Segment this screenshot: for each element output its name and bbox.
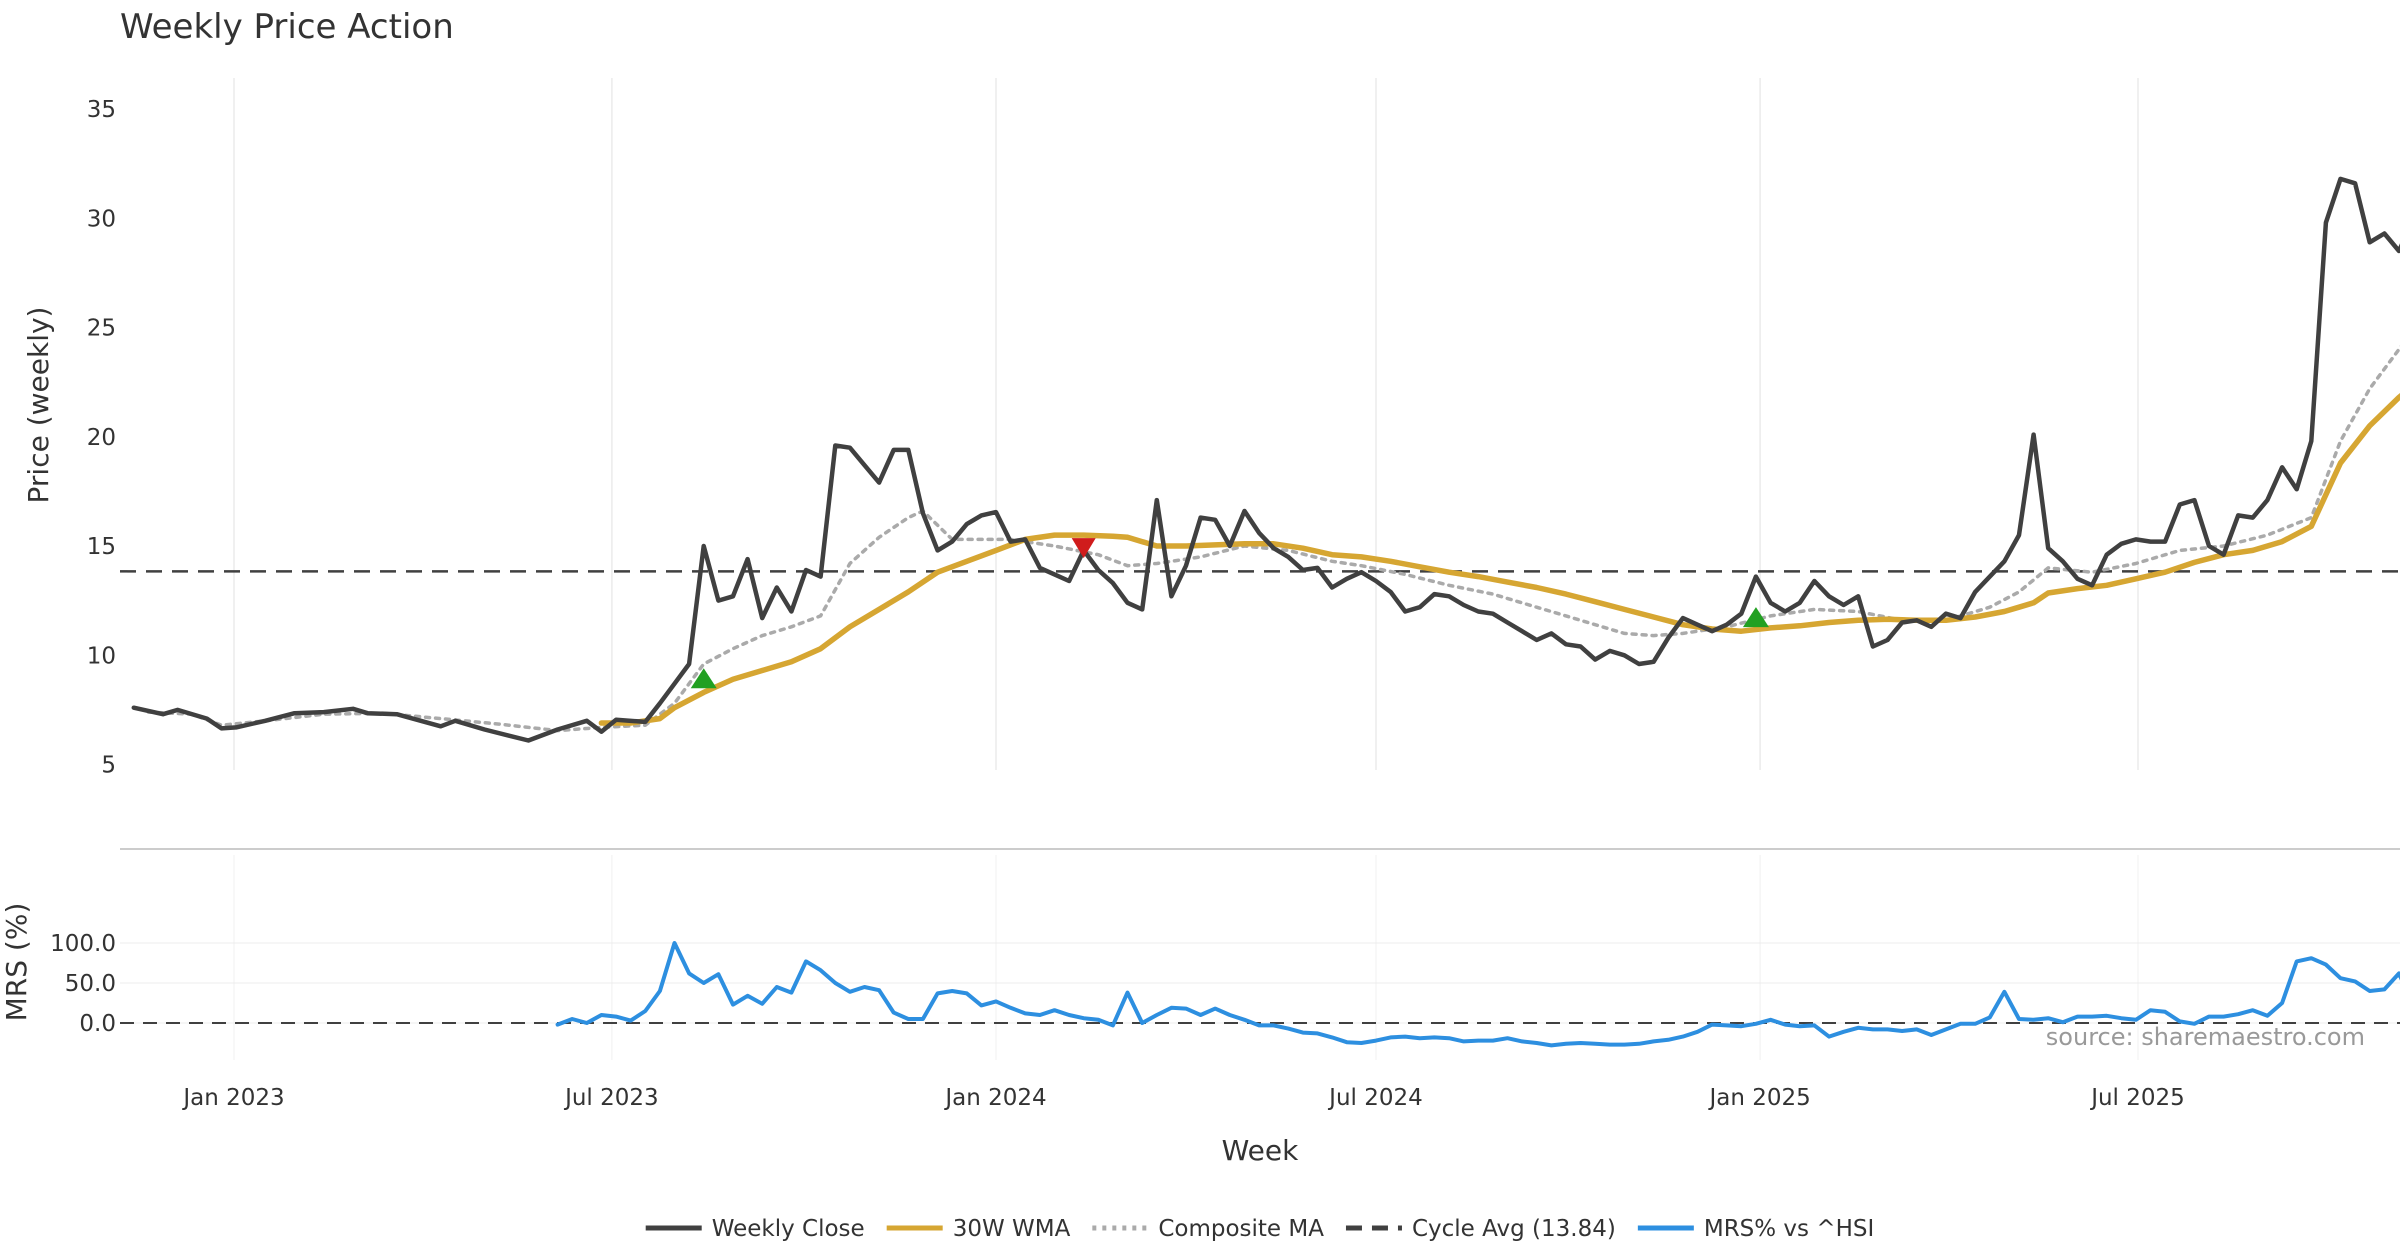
buy-signal-marker [690, 668, 717, 689]
mrs-y-ticks: 100.0 50.0 0.0 [50, 931, 116, 1037]
x-tick-label: Jul 2023 [563, 1085, 659, 1111]
price-grid [233, 78, 2139, 770]
legend-label-cycle-avg-13-84: Cycle Avg (13.84) [1412, 1216, 1616, 1242]
legend-label-composite-ma: Composite MA [1158, 1216, 1324, 1242]
x-tick-label: Jan 2023 [181, 1085, 284, 1111]
mrs-y-tick-label: 50.0 [65, 971, 116, 997]
legend-label-weekly-close: Weekly Close [712, 1216, 865, 1242]
sell-signal-marker [1071, 538, 1096, 559]
buy-signal-marker [1742, 607, 1769, 628]
price-y-axis-label: Price (weekly) [22, 307, 55, 504]
price-y-tick-label: 25 [87, 316, 116, 342]
chart-title: Weekly Price Action [120, 7, 454, 47]
x-tick-label: Jan 2024 [943, 1085, 1046, 1111]
x-tick-label: Jan 2025 [1707, 1085, 1810, 1111]
composite-ma-line [146, 345, 2400, 733]
mrs-y-tick-label: 0.0 [79, 1011, 116, 1037]
weekly-close-line [131, 176, 2400, 743]
price-y-tick-label: 35 [87, 97, 116, 123]
x-axis-ticks: Jan 2023 Jul 2023 Jan 2024 Jul 2024 Jan 2025… [181, 1085, 2184, 1111]
price-y-tick-label: 30 [87, 206, 116, 232]
reference-lines [120, 570, 2400, 1024]
mrs-series-group [555, 941, 2400, 1048]
source-note: source: sharemaestro.com [2046, 1023, 2365, 1051]
signal-markers [690, 538, 1769, 689]
legend-label-mrs-vs-hsi: MRS% vs ^HSI [1704, 1216, 1874, 1242]
mrs-y-axis-label: MRS (%) [0, 903, 33, 1022]
legend-label-30w-wma: 30W WMA [953, 1216, 1071, 1242]
price-y-ticks: 5 10 15 20 25 30 35 [87, 97, 116, 779]
legend: Weekly Close 30W WMA Composite MA Cycle Avg… [645, 1216, 1874, 1242]
price-series-group [131, 176, 2400, 743]
price-y-tick-label: 15 [87, 534, 116, 560]
x-axis-label: Week [1222, 1134, 1299, 1167]
price-y-tick-label: 5 [101, 753, 116, 779]
price-y-tick-label: 10 [87, 643, 116, 669]
x-tick-label: Jul 2024 [1327, 1085, 1423, 1111]
mrs-vs-hsi-line [555, 941, 2400, 1048]
x-tick-label: Jul 2025 [2089, 1085, 2185, 1111]
mrs-y-tick-label: 100.0 [50, 931, 116, 957]
price-y-tick-label: 20 [87, 425, 116, 451]
30w-wma-line [598, 393, 2400, 726]
